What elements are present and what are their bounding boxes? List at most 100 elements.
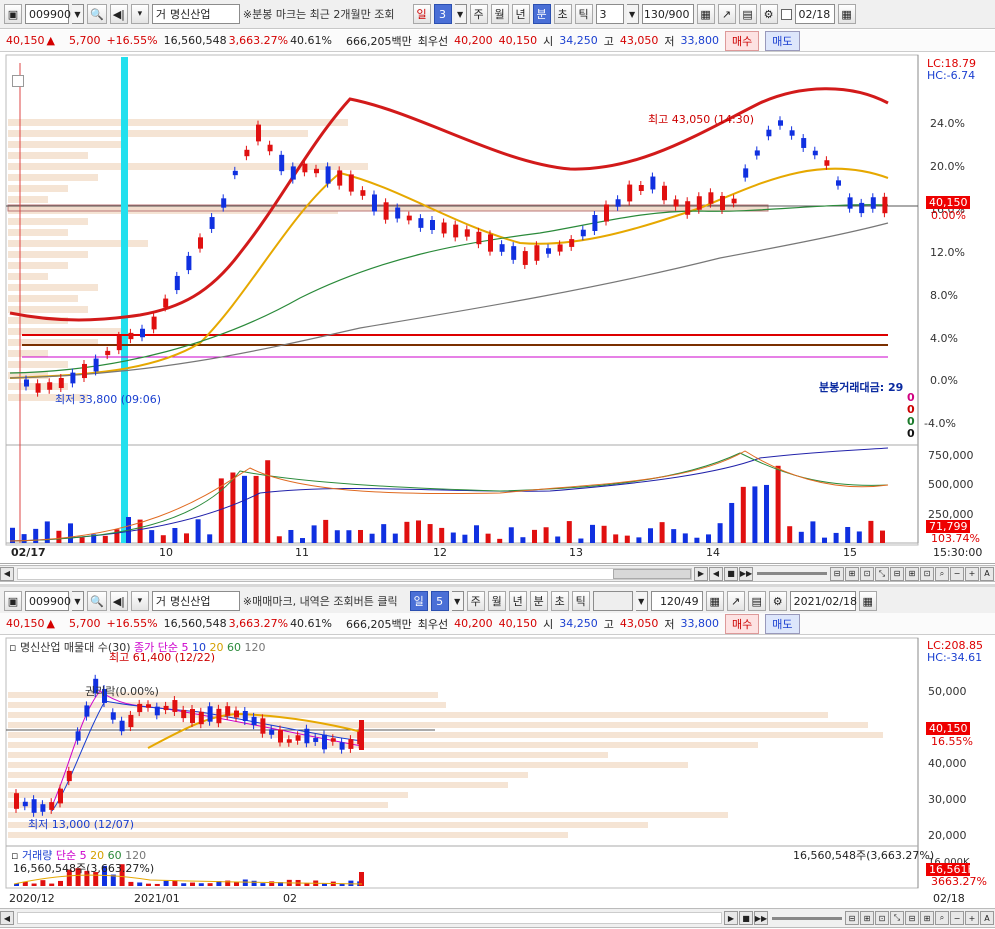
indicator-icon[interactable]: ▦ [696,4,715,24]
speaker-icon[interactable]: ◀| [109,4,128,24]
save-icon[interactable]: ▤ [738,4,757,24]
tool-icon[interactable]: ⊟ [890,566,904,581]
tool-icon[interactable]: ⊟ [830,566,844,581]
tool-icon[interactable]: ⊞ [845,566,859,581]
buy-button[interactable]: 매수 [725,30,760,51]
panel-divider[interactable] [0,584,995,588]
stock-list-dropdown[interactable]: ▾ [130,4,149,24]
scroll-track[interactable] [17,567,692,580]
scroll-left-icon[interactable]: ◀ [0,911,14,925]
count-field[interactable]: 130/900 [641,4,694,24]
tool-icon[interactable]: ⊡ [920,566,934,581]
scroll-right-icon[interactable]: ▶ [694,566,708,581]
date-checkbox[interactable] [780,8,792,20]
tab-second[interactable]: 초 [550,591,569,611]
tool-icon[interactable]: ⤡ [875,566,889,581]
tab-week[interactable]: 주 [469,4,488,24]
minute-chart[interactable] [0,53,995,564]
stock-code-input[interactable]: 009900 [25,591,71,611]
code-dropdown[interactable]: ▼ [72,591,84,611]
tab-month[interactable]: 월 [487,591,506,611]
fast-forward-icon[interactable]: ▶▶ [739,566,753,581]
tab-year[interactable]: 년 [511,4,530,24]
tab-minute[interactable]: 분 [529,591,548,611]
candle-body [49,802,55,810]
buy-button[interactable]: 매수 [725,613,760,634]
top-scrollbar[interactable]: ◀ ▶ ◀ ■ ▶▶ ⊟ ⊞ ⊡ ⤡ ⊟ ⊞ ⊡ ⌕ − + A [0,565,995,582]
tool-icon[interactable]: ⊞ [920,911,934,925]
tab-week[interactable]: 주 [466,591,485,611]
stock-name-field[interactable]: 거 명신산업 [151,591,240,611]
draw-icon[interactable]: ↗ [726,591,745,611]
save-icon[interactable]: ▤ [747,591,766,611]
daily-chart[interactable] [0,636,995,908]
period-day-button[interactable]: 일 [409,591,428,611]
tab-month[interactable]: 월 [490,4,509,24]
tool-icon[interactable]: ⤡ [890,911,904,925]
interval-dropdown[interactable]: ▼ [626,4,639,24]
code-dropdown[interactable]: ▼ [72,4,84,24]
scroll-track[interactable] [17,912,722,924]
period-day-button[interactable]: 일 [412,4,431,24]
search-icon[interactable]: 🔍 [87,4,107,24]
reset-icon[interactable]: A [980,566,994,581]
tool-icon[interactable]: ⊟ [845,911,859,925]
stop-icon[interactable]: ■ [724,566,738,581]
zoom-search-icon[interactable]: ⌕ [935,911,949,925]
tab-year[interactable]: 년 [508,591,527,611]
stock-code-input[interactable]: 009900 [25,4,71,24]
speaker-icon[interactable]: ◀| [109,591,128,611]
sell-button[interactable]: 매도 [765,30,800,51]
interval-input[interactable] [592,591,633,611]
count-field[interactable]: 120/49 [650,591,703,611]
period-dropdown[interactable]: ▼ [454,4,467,24]
tool-icon[interactable]: ⊡ [875,911,889,925]
zoom-in-icon[interactable]: + [965,911,979,925]
top-chart-area[interactable]: LC:18.79 HC:-6.74 24.0% 20.0% 16.0% 12.0… [0,53,995,564]
calendar-icon[interactable]: ▦ [858,591,877,611]
indicator-icon[interactable]: ▦ [705,591,724,611]
stock-name-field[interactable]: 거 명신산업 [151,4,240,24]
zoom-out-icon[interactable]: − [950,566,964,581]
bottom-chart-area[interactable]: ▫ 명신산업 매물대 수(30) 종가 단순 5 10 20 60 120 LC… [0,636,995,908]
tab-tick[interactable]: 틱 [574,4,593,24]
stock-list-dropdown[interactable]: ▾ [130,591,149,611]
scroll-right-icon[interactable]: ▶ [724,911,738,925]
zoom-search-icon[interactable]: ⌕ [935,566,949,581]
zoom-out-icon[interactable]: − [950,911,964,925]
date-field[interactable]: 02/18 [794,4,835,24]
draw-icon[interactable]: ↗ [717,4,736,24]
zoom-slider[interactable] [772,916,842,920]
fast-forward-icon[interactable]: ▶▶ [754,911,768,925]
period-number[interactable]: 5 [430,591,449,611]
interval-input[interactable]: 3 [595,4,624,24]
tool-icon[interactable]: ⊞ [905,566,919,581]
bottom-scrollbar[interactable]: ◀ ▶ ■ ▶▶ ⊟ ⊞ ⊡ ⤡ ⊟ ⊞ ⌕ − + A [0,908,995,928]
scroll-thumb[interactable] [613,568,691,579]
stop-icon[interactable]: ■ [739,911,753,925]
window-icon[interactable]: ▣ [4,4,22,24]
gear-icon[interactable]: ⚙ [768,591,787,611]
date-field[interactable]: 2021/02/18 [789,591,857,611]
tab-tick[interactable]: 틱 [571,591,590,611]
zoom-slider[interactable] [757,572,827,575]
reset-icon[interactable]: A [980,911,994,925]
interval-dropdown[interactable]: ▼ [635,591,648,611]
zoom-in-icon[interactable]: + [965,566,979,581]
gear-icon[interactable]: ⚙ [759,4,778,24]
period-number[interactable]: 3 [433,4,452,24]
period-dropdown[interactable]: ▼ [451,591,464,611]
scroll-left-icon[interactable]: ◀ [0,566,14,581]
window-icon[interactable]: ▣ [4,591,22,611]
play-back-icon[interactable]: ◀ [709,566,723,581]
calendar-icon[interactable]: ▦ [837,4,856,24]
search-icon[interactable]: 🔍 [87,591,107,611]
legend-ma-label: 종가 단순 [134,641,178,654]
tab-minute[interactable]: 분 [532,4,551,24]
sell-button[interactable]: 매도 [765,613,800,634]
tool-icon[interactable]: ⊟ [905,911,919,925]
tool-icon[interactable]: ⊡ [860,566,874,581]
tab-second[interactable]: 초 [553,4,572,24]
grid-icon[interactable] [12,75,24,87]
tool-icon[interactable]: ⊞ [860,911,874,925]
